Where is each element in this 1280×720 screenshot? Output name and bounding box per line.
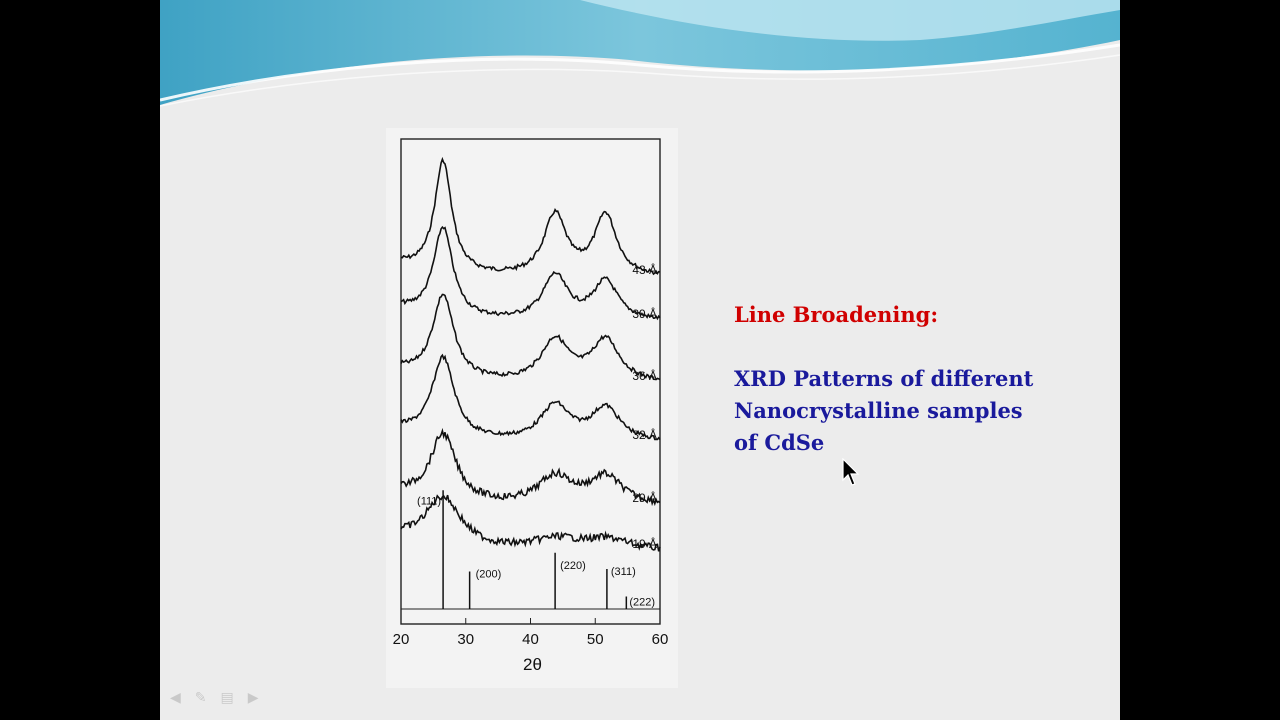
description-line: XRD Patterns of different: [734, 366, 1034, 391]
pen-icon[interactable]: ✎: [194, 690, 207, 706]
xrd-pattern-line: [400, 225, 661, 321]
reference-label: (220): [560, 560, 586, 572]
series-label: 32 Å: [632, 427, 657, 442]
menu-icon[interactable]: ▤: [220, 690, 234, 706]
series-label: 29 Å: [632, 490, 657, 505]
arrow-left-icon[interactable]: ◀: [170, 690, 181, 706]
reference-label: (200): [476, 569, 502, 581]
xrd-pattern-line: [400, 353, 661, 441]
slide-nav: ◀ ✎ ▤ ▶: [170, 690, 259, 706]
series-label: 36 Å: [632, 368, 657, 383]
x-tick-label: 60: [652, 631, 669, 648]
figure-background: [386, 128, 678, 688]
xrd-pattern-line: [400, 293, 661, 381]
slide-description: XRD Patterns of different Nanocrystallin…: [734, 363, 1094, 459]
description-line: Nanocrystalline samples: [734, 398, 1023, 423]
xrd-pattern-line: [400, 427, 661, 507]
x-tick-label: 40: [522, 631, 539, 648]
xrd-pattern-line: [400, 156, 661, 276]
reference-label: (111): [417, 495, 441, 507]
arrow-right-icon[interactable]: ▶: [247, 690, 259, 706]
series-label: 43 Å: [632, 262, 657, 277]
xrd-chart: 43 Å 39 Å 36 Å 32 Å 29 Å 19 Å (111) (200) (220) (…: [386, 128, 678, 688]
x-tick-label: 50: [587, 631, 604, 648]
xrd-pattern-line: [400, 494, 661, 552]
x-tick-label: 20: [393, 631, 410, 648]
mouse-cursor-icon: [842, 458, 860, 486]
series-label: 19 Å: [632, 536, 657, 551]
series-label: 39 Å: [632, 306, 657, 321]
reference-label: (311): [611, 566, 636, 578]
x-axis-label: 2θ: [523, 655, 542, 674]
x-tick-label: 30: [457, 631, 474, 648]
slide-heading: Line Broadening:: [734, 302, 939, 327]
slide: 43 Å 39 Å 36 Å 32 Å 29 Å 19 Å (111) (200) (220) (…: [160, 0, 1120, 720]
description-line: of CdSe: [734, 430, 825, 455]
slide-banner: [160, 0, 1120, 107]
reference-label: (222): [629, 597, 655, 609]
